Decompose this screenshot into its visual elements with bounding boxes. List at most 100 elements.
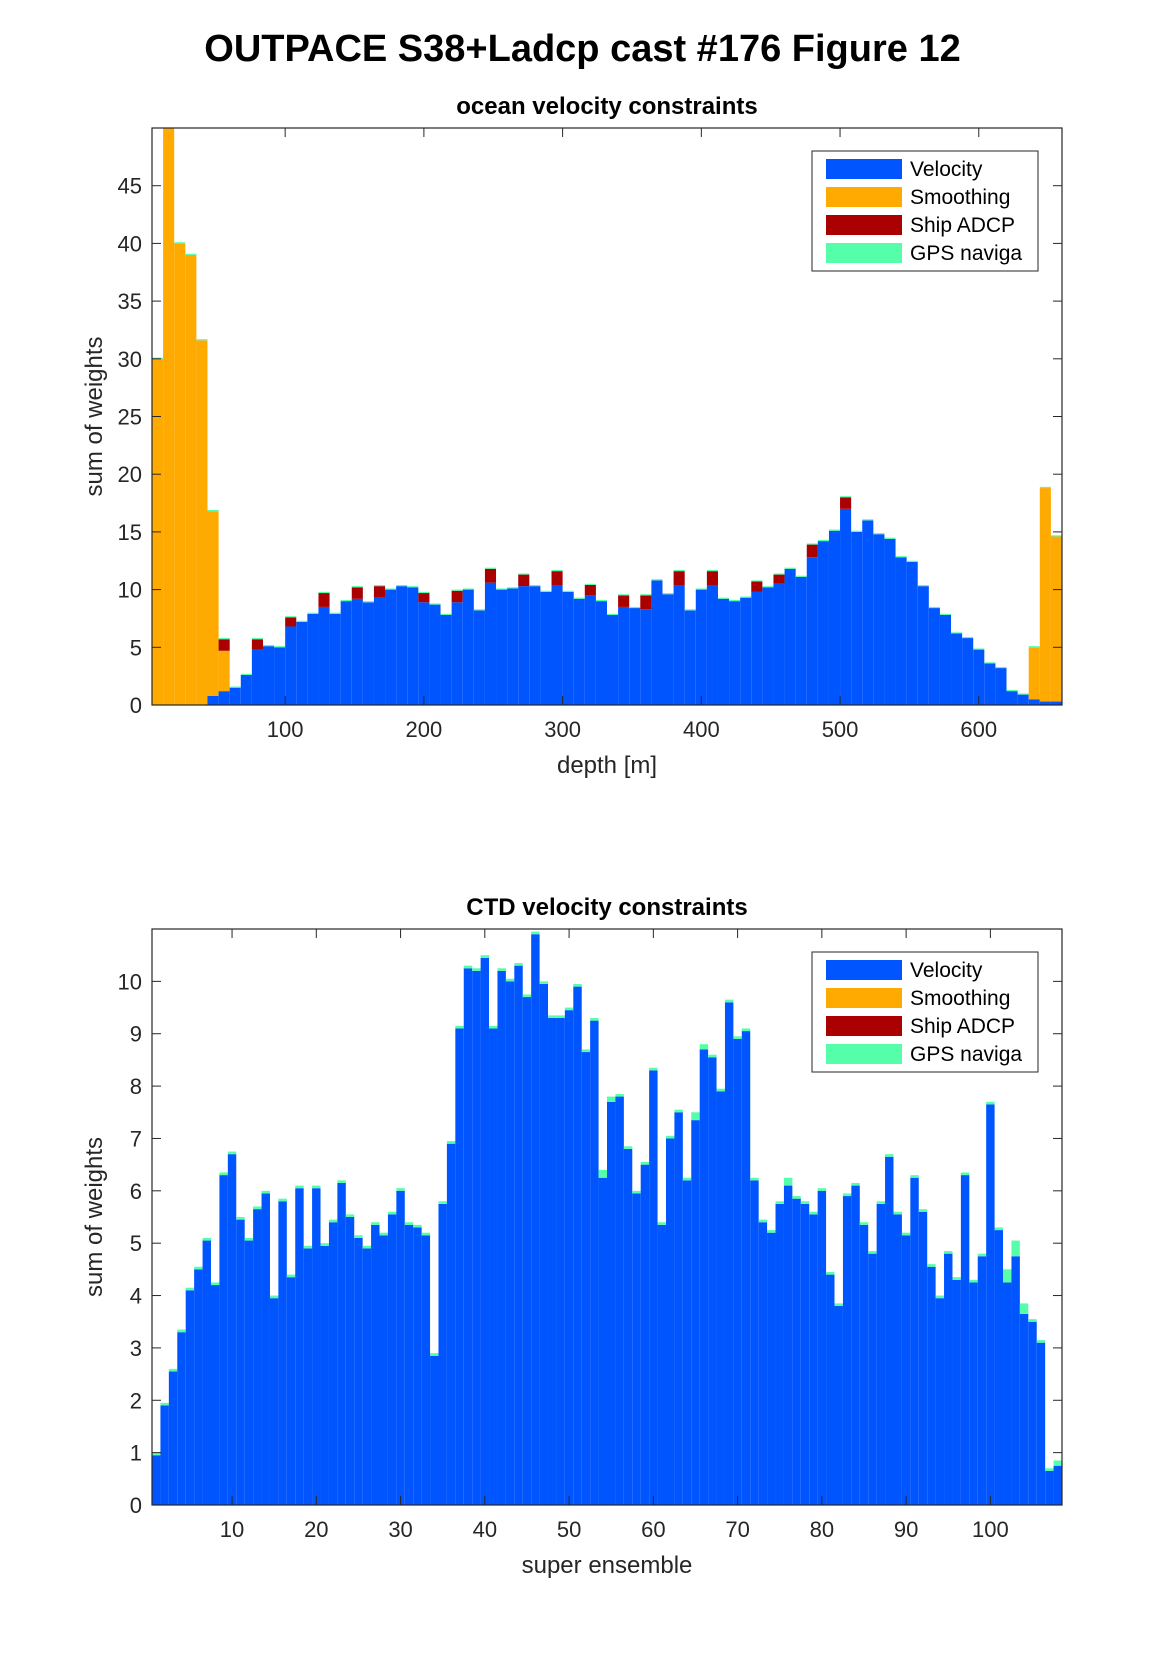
bar-gps-naviga: [684, 609, 696, 611]
bar-gps-naviga: [917, 584, 929, 587]
bar-velocity: [385, 589, 397, 705]
bar-gps-naviga: [229, 686, 241, 688]
bar-velocity: [750, 1180, 759, 1505]
bar-velocity: [868, 1253, 877, 1505]
bar-gps-naviga: [514, 963, 523, 966]
bar-velocity: [396, 1190, 405, 1505]
x-tick-label: 90: [894, 1517, 918, 1542]
bar-velocity: [859, 1224, 869, 1505]
bar-gps-naviga: [935, 1295, 945, 1299]
bar-velocity: [817, 541, 829, 705]
bar-velocity: [699, 1049, 709, 1505]
bar-ship-adcp: [806, 544, 818, 558]
bar-gps-naviga: [1011, 1240, 1020, 1257]
bar-velocity: [451, 602, 463, 705]
bar-gps-naviga: [472, 968, 481, 971]
bar-gps-naviga: [673, 569, 685, 572]
bar-velocity: [160, 1405, 169, 1505]
bar-velocity: [269, 1298, 279, 1505]
bar-gps-naviga: [708, 1054, 717, 1058]
bar-gps-naviga: [152, 1452, 161, 1456]
bar-velocity: [935, 1298, 945, 1505]
x-tick-label: 60: [641, 1517, 665, 1542]
x-axis-label: depth [m]: [557, 752, 657, 779]
bar-smoothing: [1050, 536, 1062, 702]
y-tick-label: 35: [118, 289, 142, 314]
bar-gps-naviga: [421, 1232, 431, 1236]
bar-velocity: [529, 586, 541, 705]
bar-gps-naviga: [868, 1251, 877, 1254]
bar-velocity: [407, 587, 419, 705]
bar-gps-naviga: [480, 955, 490, 958]
bar-gps-naviga: [893, 1211, 902, 1215]
x-tick-label: 10: [220, 1517, 244, 1542]
legend-swatch: [826, 960, 902, 980]
bar-velocity: [1039, 701, 1051, 705]
bar-gps-naviga: [351, 586, 363, 588]
bar-velocity: [551, 584, 563, 705]
bar-velocity: [682, 1180, 692, 1505]
bar-velocity: [806, 557, 818, 705]
bar-gps-naviga: [362, 1245, 372, 1249]
bar-ship-adcp: [451, 590, 463, 603]
bar-gps-naviga: [404, 1222, 414, 1225]
bar-gps-naviga: [196, 339, 208, 341]
bar-velocity: [540, 591, 552, 705]
x-tick-label: 20: [304, 1517, 328, 1542]
bar-gps-naviga: [295, 1185, 304, 1189]
bar-ship-adcp: [673, 571, 685, 585]
bar-ship-adcp: [584, 584, 596, 596]
bar-gps-naviga: [489, 1025, 498, 1029]
bar-gps-naviga: [240, 673, 252, 675]
bar-gps-naviga: [994, 1227, 1004, 1231]
bar-gps-naviga: [373, 584, 386, 587]
bar-velocity: [800, 1203, 810, 1505]
bar-velocity: [708, 1057, 717, 1505]
bar-velocity: [531, 934, 540, 1505]
bar-gps-naviga: [758, 1219, 768, 1223]
bar-velocity: [329, 613, 341, 705]
bar-smoothing: [207, 511, 219, 696]
bar-gps-naviga: [615, 1093, 624, 1097]
bar-gps-naviga: [817, 539, 829, 542]
y-tick-label: 1: [130, 1441, 142, 1466]
bar-gps-naviga: [274, 646, 286, 648]
x-tick-label: 400: [683, 717, 720, 742]
bar-velocity: [573, 598, 585, 705]
bar-ship-adcp: [285, 617, 297, 627]
bar-velocity: [1045, 1470, 1054, 1505]
bar-gps-naviga: [269, 1295, 279, 1299]
bar-gps-naviga: [518, 573, 530, 575]
bar-velocity: [262, 646, 275, 705]
bar-gps-naviga: [337, 1180, 346, 1183]
bar-gps-naviga: [1003, 1269, 1012, 1283]
bar-gps-naviga: [952, 1277, 961, 1280]
bar-velocity: [446, 1143, 456, 1505]
x-tick-label: 40: [473, 1517, 497, 1542]
bar-velocity: [497, 970, 506, 1505]
bar-velocity: [590, 1020, 599, 1505]
x-axis-label: super ensemble: [522, 1552, 693, 1579]
bar-velocity: [951, 633, 963, 705]
bar-gps-naviga: [1017, 693, 1029, 695]
bar-gps-naviga: [895, 556, 907, 558]
bar-gps-naviga: [674, 1109, 683, 1113]
bar-velocity: [834, 1306, 843, 1505]
legend-label: GPS naviga: [910, 242, 1022, 265]
bar-velocity: [518, 586, 530, 705]
bar-velocity: [261, 1193, 270, 1505]
bar-gps-naviga: [496, 588, 508, 590]
bar-gps-naviga: [927, 1264, 936, 1267]
bar-velocity: [684, 610, 696, 705]
bar-velocity: [1017, 694, 1029, 705]
ctd-velocity-panel: 10 20 30 40 50 60 70 80 90 100 0 1 2 3 4 5 6 7 8 9 10 CTD vel…: [81, 894, 1063, 1579]
bar-gps-naviga: [717, 597, 730, 599]
bar-gps-naviga: [842, 1193, 852, 1197]
bar-gps-naviga: [977, 1253, 987, 1257]
bar-gps-naviga: [795, 575, 807, 577]
bar-gps-naviga: [969, 1279, 978, 1283]
bar-ship-adcp: [251, 639, 263, 650]
bar-gps-naviga: [407, 586, 419, 588]
y-tick-label: 25: [118, 405, 142, 430]
